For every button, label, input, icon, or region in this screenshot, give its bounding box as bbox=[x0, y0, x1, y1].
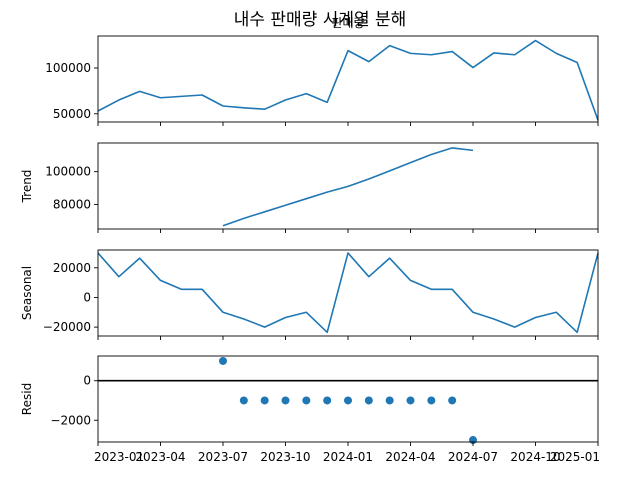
x-tick-label: 2024-07 bbox=[448, 450, 498, 464]
resid-point bbox=[281, 396, 290, 405]
observed-line bbox=[97, 39, 599, 121]
y-tick-label: 100000 bbox=[45, 61, 91, 75]
seasonal-line bbox=[97, 252, 599, 334]
overlapping-panel-label: 판매량 bbox=[331, 16, 364, 30]
y-tick-label: 50000 bbox=[53, 107, 91, 121]
y-axis-label: Seasonal bbox=[20, 266, 34, 320]
x-tick-label: 2023-04 bbox=[135, 450, 185, 464]
y-tick-label: 80000 bbox=[53, 197, 91, 211]
resid-point bbox=[302, 396, 311, 405]
resid-point bbox=[219, 356, 227, 365]
y-tick-label: 0 bbox=[83, 374, 91, 388]
y-tick-label: −20000 bbox=[43, 320, 91, 334]
y-axis-label: Resid bbox=[20, 383, 34, 415]
panel-seasonal: 20000 0 −20000 Seasonal bbox=[20, 249, 599, 340]
x-tick-label: 2025-01 bbox=[550, 450, 600, 464]
y-tick-label: 100000 bbox=[45, 165, 91, 179]
x-tick-label: 2024-04 bbox=[385, 450, 435, 464]
y-tick-label: 0 bbox=[83, 290, 91, 304]
x-tick-label: 2023-10 bbox=[260, 450, 310, 464]
chart-title: 내수 판매량 시계열 분해 bbox=[234, 10, 407, 30]
y-axis-label: Trend bbox=[20, 170, 34, 204]
panel-trend: 80000 100000 Trend bbox=[20, 142, 599, 233]
resid-point bbox=[260, 396, 269, 405]
x-tick-label: 2023-01 bbox=[94, 450, 144, 464]
resid-point bbox=[344, 396, 352, 405]
resid-point bbox=[448, 396, 457, 405]
x-tick-label: 2023-07 bbox=[198, 450, 248, 464]
panel-observed: 50000 100000 bbox=[45, 35, 599, 126]
y-tick-label: 20000 bbox=[53, 261, 91, 275]
resid-point bbox=[239, 396, 248, 405]
trend-line bbox=[222, 147, 474, 227]
x-tick-label: 2024-01 bbox=[323, 450, 373, 464]
resid-point bbox=[406, 396, 415, 405]
resid-point bbox=[364, 396, 373, 405]
x-tick-label: 2024-10 bbox=[510, 450, 560, 464]
resid-point bbox=[427, 396, 436, 405]
resid-point bbox=[385, 396, 394, 405]
resid-point bbox=[323, 396, 332, 405]
panels: 5000010000080000100000Trend200000−20000S… bbox=[20, 35, 600, 464]
y-tick-label: −2000 bbox=[50, 413, 91, 427]
